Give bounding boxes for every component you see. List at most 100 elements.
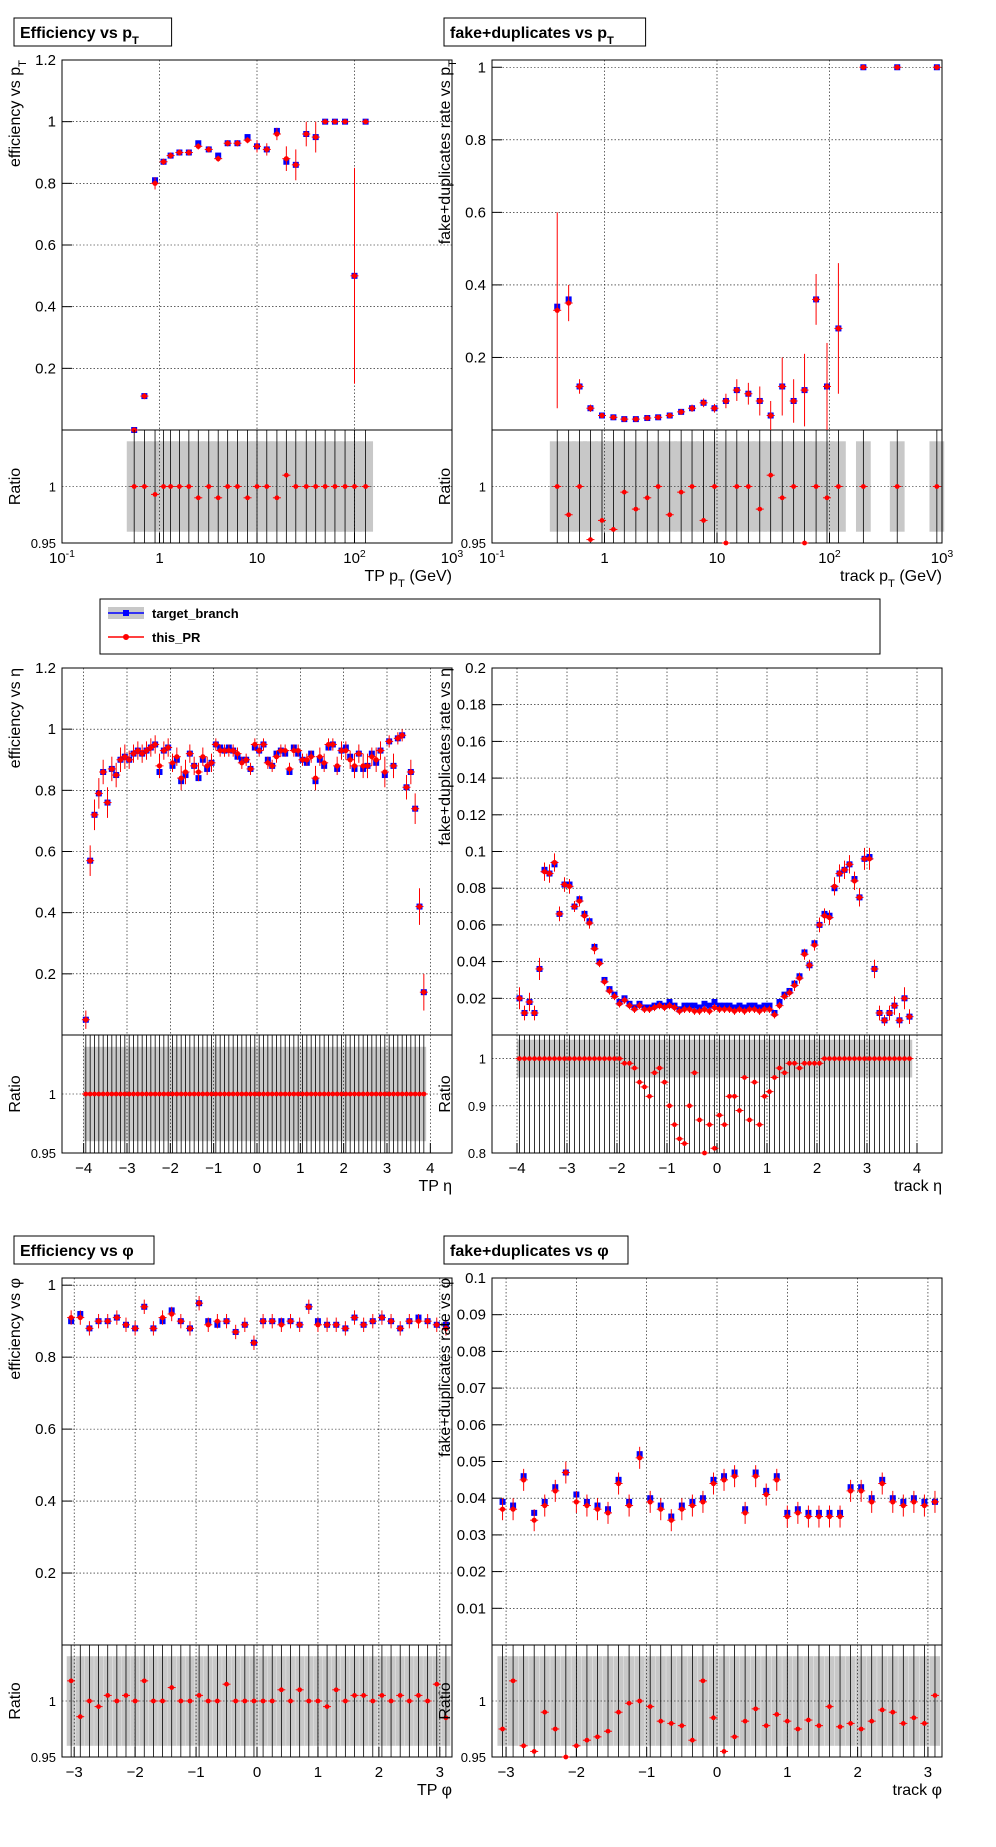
pr-point — [866, 856, 873, 862]
ratio-point — [542, 1056, 547, 1061]
ratio-point — [343, 1091, 349, 1097]
pr-point — [856, 894, 863, 900]
ratio-point — [642, 1084, 647, 1090]
pr-point — [315, 1322, 321, 1328]
pr-point — [776, 1003, 783, 1009]
pr-point — [159, 1314, 166, 1321]
ratio-point — [622, 1060, 627, 1066]
ratio-point — [168, 484, 174, 489]
ratio-point — [637, 1698, 643, 1704]
ratio-point — [877, 1056, 882, 1061]
pr-point — [606, 988, 613, 994]
y-tick-label: 0.08 — [457, 1343, 486, 1360]
pr-point — [561, 881, 568, 888]
target-point — [701, 1000, 708, 1007]
pr-point — [573, 1499, 579, 1505]
y-tick-label: 0.04 — [457, 954, 486, 971]
ratio-point — [322, 484, 328, 489]
pr-point — [390, 763, 397, 769]
ratio-point — [391, 1091, 396, 1097]
legend: target_branch this_PR — [99, 598, 881, 655]
ratio-point — [217, 1091, 223, 1097]
ratio-point — [887, 1056, 892, 1061]
ratio-point — [105, 1091, 110, 1097]
pr-point — [706, 1008, 713, 1014]
pr-point — [766, 1006, 773, 1012]
ratio-point — [700, 1678, 706, 1684]
ratio-point — [139, 1091, 145, 1097]
ratio-point — [252, 1091, 258, 1097]
pr-point — [244, 137, 251, 143]
y-tick-label: 0.02 — [457, 1564, 486, 1581]
pr-point — [415, 1318, 422, 1324]
panel-fake_phi: −3 −2 −1 0 1 2 3 0.01 0.02 0.03 0.04 0.05 0.06 0.07 0.… — [437, 1235, 943, 1799]
pr-point — [143, 747, 150, 754]
ratio-point — [577, 484, 582, 489]
panel-title: Efficiency vs φ — [13, 1235, 155, 1265]
pr-point — [837, 1513, 843, 1520]
pr-point — [621, 416, 627, 422]
title-text: Efficiency vs φ — [20, 1243, 134, 1260]
y-tick-label: 0.03 — [457, 1527, 486, 1544]
ratio-point — [352, 1693, 357, 1698]
ratio-point — [443, 1715, 449, 1721]
pr-point — [122, 754, 128, 760]
y-tick-label: 0.1 — [465, 1270, 486, 1287]
ratio-point — [922, 1721, 927, 1726]
ratio-point — [612, 1056, 617, 1061]
ratio-point — [857, 1056, 862, 1061]
pr-point — [661, 1004, 668, 1011]
ratio-point — [365, 1091, 370, 1097]
ratio-point — [425, 1698, 431, 1704]
y-tick-label: 0.1 — [465, 844, 486, 861]
ratio-tick-label: 0.95 — [461, 536, 486, 551]
ratio-point — [152, 492, 158, 497]
pr-point — [846, 861, 853, 867]
ratio-point — [308, 1091, 314, 1097]
title-box — [13, 1235, 155, 1265]
ratio-point — [161, 1091, 167, 1097]
ratio-point — [360, 1091, 366, 1097]
ratio-tick-label: 0.95 — [461, 1750, 486, 1765]
ratio-point — [264, 484, 270, 489]
ratio-point — [701, 518, 706, 523]
ratio-point — [832, 1056, 837, 1061]
pr-point — [278, 747, 284, 754]
main-frame — [61, 59, 453, 431]
pr-point — [369, 754, 375, 760]
ratio-point — [633, 506, 639, 512]
pr-point — [351, 763, 358, 769]
ratio-point — [118, 1091, 123, 1097]
ratio-point — [282, 1091, 288, 1097]
ratio-point — [321, 1091, 327, 1097]
ratio-point — [817, 1060, 822, 1066]
y-tick-label: 0.4 — [35, 299, 56, 316]
pr-point — [816, 1513, 822, 1520]
ratio-point — [261, 1091, 266, 1097]
y-tick-label: 1.2 — [35, 52, 56, 69]
pr-point — [900, 1502, 906, 1509]
pr-point — [536, 966, 543, 972]
target-point — [691, 1002, 698, 1009]
pr-point — [566, 883, 573, 889]
pr-point — [596, 960, 603, 967]
pr-point — [161, 747, 167, 754]
ratio-point — [787, 1060, 792, 1066]
ratio-point — [324, 1704, 330, 1709]
ratio-point — [542, 1709, 548, 1715]
pr-point — [176, 149, 183, 156]
ratio-point — [582, 1056, 587, 1061]
ratio-point — [911, 1715, 917, 1721]
pr-point — [576, 383, 583, 390]
pr-point — [395, 735, 401, 741]
pr-point — [291, 747, 297, 754]
pr-point — [636, 1003, 643, 1009]
pr-point — [668, 1517, 674, 1523]
pr-point — [599, 412, 605, 419]
pr-point — [109, 766, 115, 772]
y-tick-label: 0.6 — [35, 237, 56, 254]
pr-point — [646, 1006, 653, 1012]
y-tick-label: 0.01 — [457, 1600, 486, 1617]
pr-point — [373, 757, 379, 763]
pr-point — [879, 1480, 885, 1487]
